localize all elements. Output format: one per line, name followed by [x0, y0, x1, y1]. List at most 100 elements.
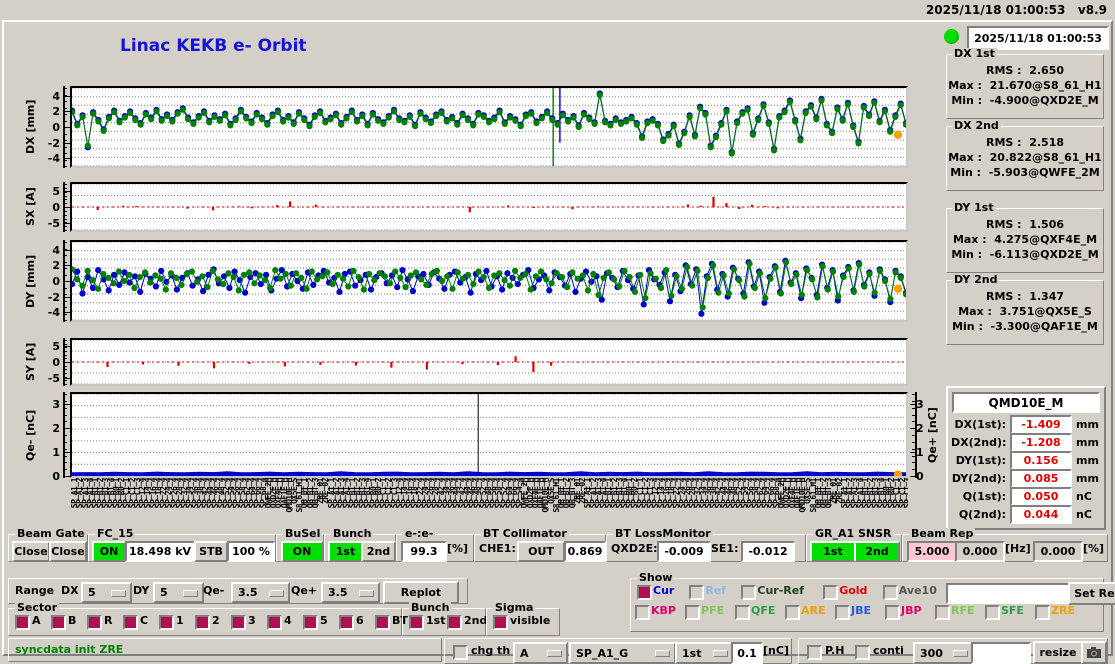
- sector-bunch-checkbox-1st[interactable]: [409, 615, 424, 630]
- bunch-1st-button[interactable]: 1st: [328, 541, 363, 562]
- y-tickmark: [63, 158, 70, 160]
- plot-SX[interactable]: [70, 182, 908, 232]
- bunch-select[interactable]: 1st: [675, 642, 734, 664]
- show-label-rfe: RFE: [951, 604, 975, 617]
- stat-rms: RMS : 1.347: [985, 290, 1065, 303]
- y-tick-DX--4: -4: [47, 152, 60, 166]
- range-qeplus-select[interactable]: 3.5: [321, 582, 380, 603]
- range-qeminus-label: Qe-: [203, 584, 225, 597]
- status-message: syncdata init ZRE: [15, 643, 124, 656]
- stat-min: Min : -4.900@QXD2E_M: [951, 94, 1099, 107]
- bt-collimator-value-field[interactable]: 0.869: [564, 541, 606, 562]
- conti-text-field[interactable]: [971, 642, 1031, 664]
- conti-checkbox[interactable]: [855, 645, 870, 660]
- fc15-percent-field[interactable]: 100 %: [227, 541, 275, 562]
- y-minor-tickmark: [63, 448, 67, 450]
- stat-group-label: DX 1st: [952, 47, 997, 60]
- y-minor-tickmark: [63, 218, 67, 220]
- show-ref-input[interactable]: [945, 583, 1070, 604]
- y-minor-tickmark-right: [912, 407, 916, 409]
- bt-collimator-state-button[interactable]: OUT: [517, 541, 565, 562]
- bpm-row: DY(2nd): 0.085 mm: [951, 468, 1101, 488]
- y-minor-tickmark-right: [912, 469, 916, 471]
- sector-checkbox-4[interactable]: [267, 615, 282, 630]
- conti-group: P.H conti 300 resize: [798, 638, 1108, 664]
- show-checkbox-sfe[interactable]: [985, 605, 1000, 620]
- show-checkbox-ave10[interactable]: [882, 585, 898, 600]
- beam-gate-close-1[interactable]: Close: [12, 541, 50, 562]
- show-checkbox-ref[interactable]: [689, 585, 705, 600]
- gr-a1-snsr-2nd-button[interactable]: 2nd: [854, 541, 900, 562]
- y-minor-tickmark: [63, 300, 67, 302]
- bunch-2nd-button[interactable]: 2nd: [361, 541, 396, 562]
- ph-checkbox[interactable]: [807, 645, 822, 660]
- y-minor-tickmark: [63, 394, 67, 395]
- bpm-row: DX(2nd): -1.208 mm: [951, 432, 1101, 452]
- sector-checkbox-bt[interactable]: [375, 615, 390, 630]
- bpm-row-label: DX(2nd):: [951, 435, 1007, 449]
- fc15-on-button[interactable]: ON: [92, 541, 126, 562]
- show-checkbox-rfe[interactable]: [935, 605, 950, 620]
- beam-rep-value2-field[interactable]: 0.000: [955, 541, 1005, 562]
- beam-rep-value3-field[interactable]: 0.000: [1033, 541, 1083, 562]
- fc15-voltage-field[interactable]: 18.498 kV: [125, 541, 195, 562]
- busel-on-button[interactable]: ON: [281, 541, 323, 562]
- camera-icon[interactable]: [1081, 641, 1107, 664]
- show-checkbox-gold[interactable]: [823, 585, 839, 600]
- y-minor-tickmark: [63, 347, 67, 349]
- y-axis-line-right: [915, 392, 917, 478]
- stat-max: Max : 4.275@QXF4E_M: [952, 233, 1098, 246]
- show-checkbox-kbp[interactable]: [635, 605, 650, 620]
- y-minor-tickmark-right: [912, 455, 916, 457]
- stat-max: Max : 3.751@QX5E_S: [958, 305, 1092, 318]
- resize-button[interactable]: resize: [1033, 641, 1083, 664]
- gr-a1-snsr-1st-button[interactable]: 1st: [810, 541, 856, 562]
- y-minor-tickmark: [63, 261, 67, 263]
- beam-gate-close-2[interactable]: Close: [49, 541, 87, 562]
- range-dx-select[interactable]: 5: [81, 582, 132, 603]
- sector-checkbox-r[interactable]: [87, 615, 102, 630]
- sector-checkbox-6[interactable]: [339, 615, 354, 630]
- sector-checkbox-5[interactable]: [303, 615, 318, 630]
- range-dy-label: DY: [133, 584, 150, 597]
- plot-Qe[interactable]: [70, 392, 908, 478]
- plot-DX[interactable]: [70, 86, 908, 168]
- beam-rep-value1-field[interactable]: 5.000: [907, 541, 957, 562]
- sector-checkbox-3[interactable]: [231, 615, 246, 630]
- sector-checkbox-2[interactable]: [195, 615, 210, 630]
- bpm-rows: DX(1st): -1.409 mm DX(2nd): -1.208 mm DY…: [948, 414, 1104, 524]
- sector-checkbox-1[interactable]: [159, 615, 174, 630]
- conti-select[interactable]: 300: [913, 642, 974, 664]
- show-checkbox-jbe[interactable]: [835, 605, 850, 620]
- chg-th-checkbox[interactable]: [453, 645, 468, 660]
- bt-lossmonitor-value2-field[interactable]: -0.012: [741, 541, 795, 562]
- sigma-visible-checkbox[interactable]: [493, 615, 508, 630]
- show-checkbox-are[interactable]: [785, 605, 800, 620]
- sector-checkbox-b[interactable]: [51, 615, 66, 630]
- show-checkbox-cur[interactable]: [637, 585, 652, 600]
- range-qeminus-select[interactable]: 3.5: [231, 582, 290, 603]
- sector-bunch-checkbox-2nd[interactable]: [447, 615, 462, 630]
- plot-SY[interactable]: [70, 338, 908, 386]
- chg-th-select[interactable]: A: [513, 642, 568, 664]
- show-checkbox-pfe[interactable]: [685, 605, 700, 620]
- show-checkbox-cur-ref[interactable]: [741, 585, 757, 600]
- plot-DY[interactable]: [70, 240, 908, 322]
- show-checkbox-qfe[interactable]: [735, 605, 750, 620]
- sector-group-label: Sector: [15, 601, 60, 614]
- ee-value-field[interactable]: 99.3: [401, 541, 447, 562]
- show-checkbox-jbp[interactable]: [885, 605, 900, 620]
- show-checkbox-zre[interactable]: [1035, 605, 1050, 620]
- sector-checkbox-a[interactable]: [15, 615, 30, 630]
- set-ref-button[interactable]: Set Ref: [1067, 582, 1115, 605]
- y-tick-Qe-0: 0: [52, 470, 60, 483]
- sp-select[interactable]: SP_A1_G: [569, 642, 676, 664]
- show-group-label: Show: [637, 571, 675, 584]
- bpm-row-unit: mm: [1076, 453, 1099, 467]
- fc15-stb-button[interactable]: STB: [194, 541, 228, 562]
- sector-label-bt: BT: [392, 614, 408, 627]
- threshold-field[interactable]: 0.1: [731, 642, 763, 664]
- bt-lossmonitor-value1-field[interactable]: -0.009: [657, 541, 711, 562]
- sector-checkbox-c[interactable]: [123, 615, 138, 630]
- range-dy-select[interactable]: 5: [153, 582, 204, 603]
